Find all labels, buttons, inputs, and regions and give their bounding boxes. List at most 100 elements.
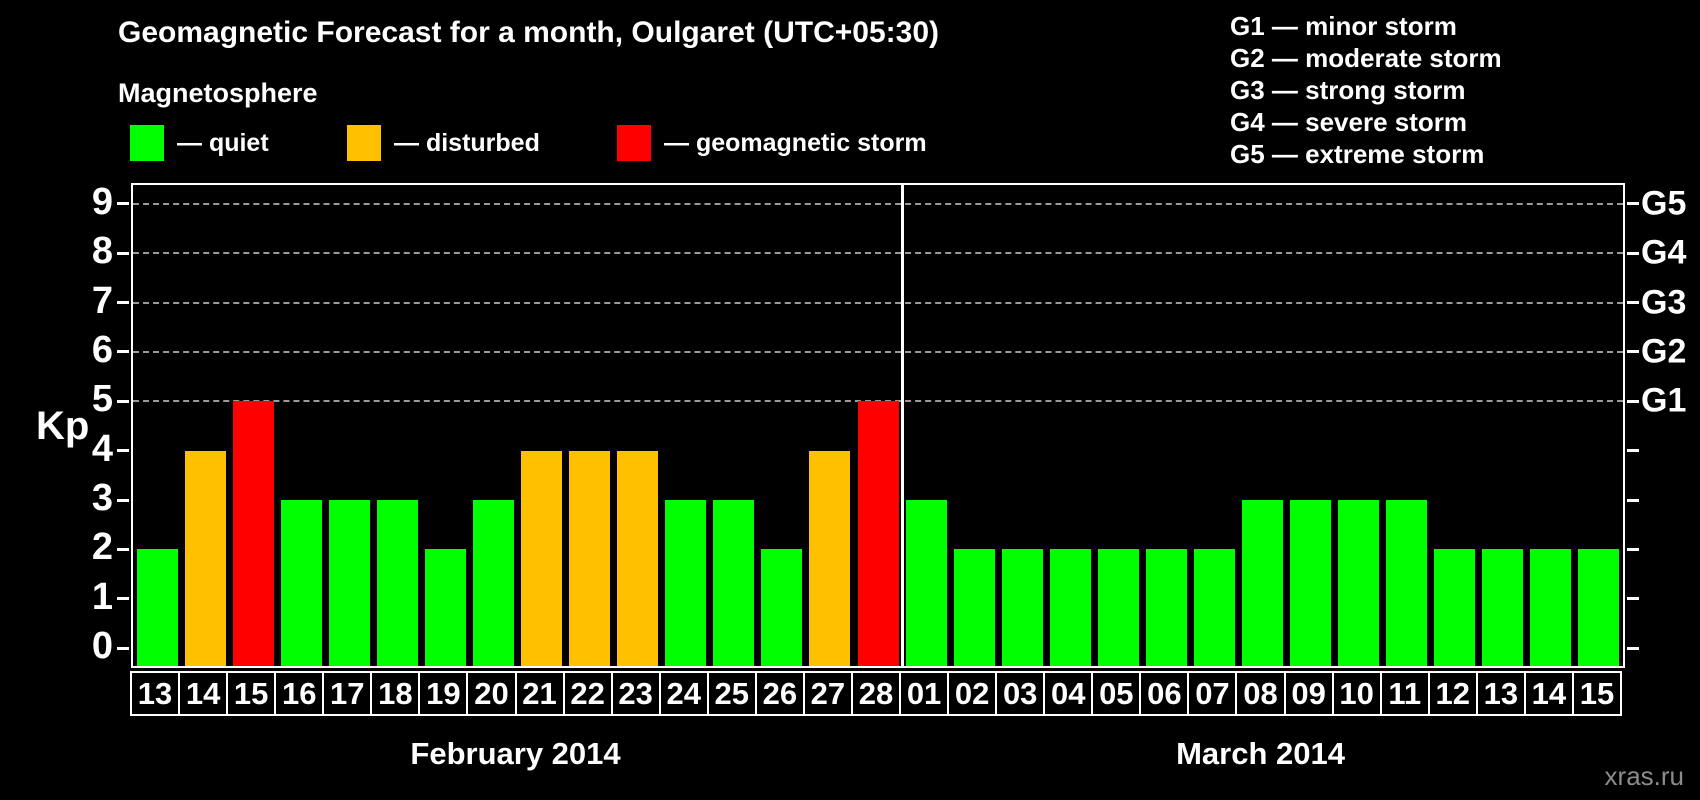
kp-bar bbox=[280, 500, 322, 666]
kp-bar bbox=[857, 401, 899, 666]
quiet-swatch-icon bbox=[130, 125, 164, 161]
y-tick-label: 5 bbox=[91, 378, 113, 421]
y-axis-tick bbox=[117, 350, 129, 354]
grid-line bbox=[133, 202, 1623, 205]
kp-bar bbox=[136, 549, 178, 666]
legend-label-disturbed: — disturbed bbox=[394, 128, 540, 157]
kp-bar bbox=[953, 549, 995, 666]
day-label: 07 bbox=[1187, 671, 1238, 716]
kp-bar bbox=[1049, 549, 1091, 666]
month-label: March 2014 bbox=[1176, 736, 1345, 771]
grid-line bbox=[133, 301, 1623, 304]
day-label: 14 bbox=[1523, 671, 1574, 716]
legend-label-storm: — geomagnetic storm bbox=[664, 128, 927, 157]
g-legend-line: G2 — moderate storm bbox=[1230, 43, 1502, 73]
grid-line bbox=[133, 350, 1623, 353]
day-label: 14 bbox=[178, 671, 229, 716]
kp-bar bbox=[1338, 500, 1380, 666]
kp-bar bbox=[1482, 549, 1524, 666]
day-label: 20 bbox=[466, 671, 517, 716]
day-label: 15 bbox=[1571, 671, 1622, 716]
right-axis-tick bbox=[1627, 597, 1639, 601]
day-label: 22 bbox=[562, 671, 613, 716]
right-axis-tick bbox=[1627, 301, 1639, 305]
grid-line bbox=[133, 400, 1623, 403]
kp-bar bbox=[713, 500, 755, 666]
day-label: 12 bbox=[1427, 671, 1478, 716]
y-tick-label: 9 bbox=[91, 180, 113, 223]
y-axis-tick bbox=[117, 202, 129, 206]
chart-title: Geomagnetic Forecast for a month, Oulgar… bbox=[118, 16, 940, 49]
y-tick-label: 8 bbox=[91, 229, 113, 272]
disturbed-swatch-icon bbox=[347, 125, 381, 161]
right-axis-tick bbox=[1627, 498, 1639, 502]
y-tick-label: 3 bbox=[91, 476, 113, 519]
right-axis-tick bbox=[1627, 547, 1639, 551]
day-label: 15 bbox=[226, 671, 277, 716]
day-label: 26 bbox=[754, 671, 805, 716]
g-legend-line: G4 — severe storm bbox=[1230, 107, 1468, 137]
kp-bar bbox=[472, 500, 514, 666]
g-level-label: G5 bbox=[1641, 184, 1687, 223]
day-label: 24 bbox=[658, 671, 709, 716]
kp-bar bbox=[1097, 549, 1139, 666]
y-axis-tick bbox=[117, 251, 129, 255]
y-tick-label: 2 bbox=[91, 526, 113, 569]
day-label: 17 bbox=[322, 671, 373, 716]
legend-item-storm: — geomagnetic storm bbox=[617, 124, 927, 162]
legend-item-disturbed: — disturbed bbox=[347, 124, 540, 162]
day-label: 08 bbox=[1235, 671, 1286, 716]
day-label: 25 bbox=[706, 671, 757, 716]
kp-bar bbox=[521, 450, 563, 666]
legend-item-quiet: — quiet bbox=[130, 124, 269, 162]
y-tick-label: 0 bbox=[91, 624, 113, 667]
g-legend-line: G1 — minor storm bbox=[1230, 11, 1457, 41]
y-axis-tick bbox=[117, 547, 129, 551]
month-label: February 2014 bbox=[410, 736, 621, 771]
magnetosphere-label: Magnetosphere bbox=[118, 78, 318, 108]
grid-line bbox=[133, 252, 1623, 255]
kp-bar bbox=[617, 450, 659, 666]
day-label: 09 bbox=[1283, 671, 1334, 716]
right-axis-tick bbox=[1627, 202, 1639, 206]
day-label: 19 bbox=[418, 671, 469, 716]
kp-bar bbox=[1290, 500, 1332, 666]
y-axis-tick bbox=[117, 498, 129, 502]
day-label: 04 bbox=[1043, 671, 1094, 716]
day-label: 21 bbox=[514, 671, 565, 716]
y-tick-label: 1 bbox=[91, 575, 113, 618]
g-legend-line: G5 — extreme storm bbox=[1230, 139, 1485, 169]
kp-bar bbox=[376, 500, 418, 666]
g-level-label: G3 bbox=[1641, 283, 1687, 322]
y-axis-tick bbox=[117, 399, 129, 403]
legend-label-quiet: — quiet bbox=[177, 128, 269, 157]
day-label: 01 bbox=[899, 671, 950, 716]
kp-bar bbox=[424, 549, 466, 666]
y-axis-tick bbox=[117, 646, 129, 650]
month-separator bbox=[900, 185, 904, 666]
kp-bar bbox=[905, 500, 947, 666]
kp-bar bbox=[1434, 549, 1476, 666]
kp-bar bbox=[1145, 549, 1187, 666]
day-label: 05 bbox=[1091, 671, 1142, 716]
g-level-label: G1 bbox=[1641, 381, 1687, 420]
y-axis-title: Kp bbox=[36, 404, 90, 448]
right-axis-tick bbox=[1627, 646, 1639, 650]
y-axis-tick bbox=[117, 449, 129, 453]
y-axis-tick bbox=[117, 301, 129, 305]
day-label: 27 bbox=[802, 671, 853, 716]
kp-bar bbox=[184, 450, 226, 666]
day-axis-row: 13 14 15 16 17 18 19 20 21 22 23 24 25 26 27 28 01 02 03 04… bbox=[130, 671, 1625, 717]
kp-bar bbox=[328, 500, 370, 666]
kp-bar bbox=[569, 450, 611, 666]
kp-bar bbox=[809, 450, 851, 666]
day-label: 02 bbox=[947, 671, 998, 716]
g-scale-legend: G1 — minor storm G2 — moderate storm G3 — … bbox=[1230, 10, 1502, 170]
g-legend-line: G3 — strong storm bbox=[1230, 75, 1466, 105]
kp-bar bbox=[1530, 549, 1572, 666]
kp-bar bbox=[1242, 500, 1284, 666]
day-label: 18 bbox=[370, 671, 421, 716]
day-label: 03 bbox=[995, 671, 1046, 716]
day-label: 16 bbox=[274, 671, 325, 716]
